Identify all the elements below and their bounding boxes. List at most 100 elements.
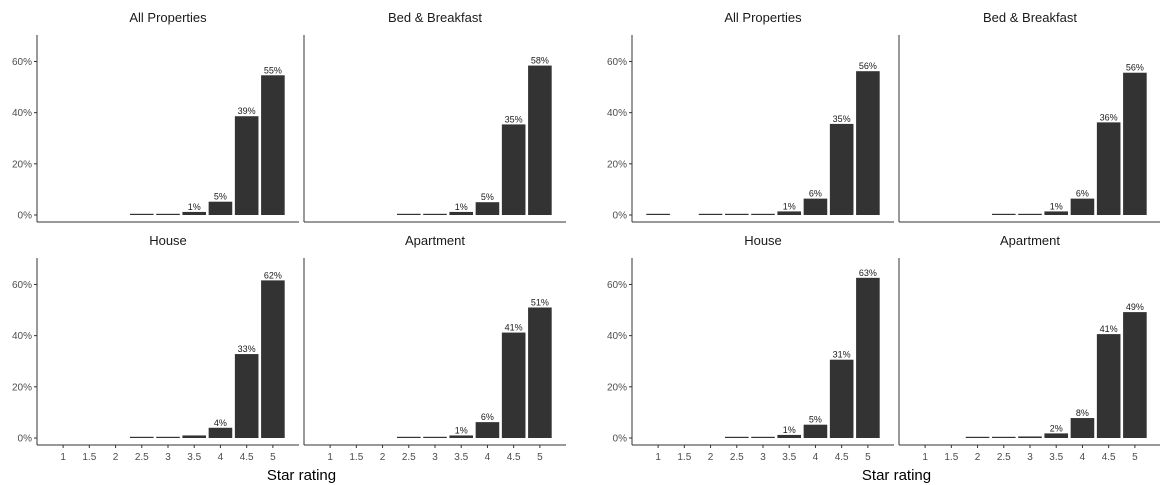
data-label: 51% <box>531 298 549 308</box>
y-tick-label: 20% <box>607 382 627 393</box>
data-label: 31% <box>833 350 851 360</box>
data-label: 41% <box>505 323 523 333</box>
bar-5 <box>528 65 552 216</box>
bar-4.5 <box>501 332 526 438</box>
y-tick-label: 60% <box>607 57 627 68</box>
x-tick-label: 4.5 <box>240 452 254 463</box>
bar-4 <box>208 201 233 215</box>
x-tick-label: 2 <box>975 452 981 463</box>
bar-3.5 <box>777 434 802 438</box>
y-tick-label: 20% <box>607 159 627 170</box>
data-label: 8% <box>1076 408 1089 418</box>
x-tick-label: 3 <box>760 452 766 463</box>
x-tick-label: 1 <box>655 452 661 463</box>
panel-apartment: Apartment 2% 8% 41% 49% 1 1.5 2 2.5 3 3.5 4 4.5 5 <box>898 233 1160 463</box>
bar-4 <box>1070 198 1095 215</box>
x-tick-label: 4 <box>218 452 224 463</box>
y-tick-label: 60% <box>12 280 32 291</box>
panel-title: Apartment <box>1000 233 1060 248</box>
bar-2.5 <box>991 213 1016 215</box>
panel-apartment: Apartment 1% 6% 41% 51% 1 1.5 2 2.5 3 3.5 4 4.5 5 <box>303 233 566 463</box>
y-tick-label: 0% <box>18 211 33 222</box>
data-label: 5% <box>214 192 227 202</box>
panel-house: House 0% 20% 40% 60% 1% 5% 31% 63% 1 1.5 2 2.5 3 3.5 4 4… <box>607 233 894 463</box>
x-tick-label: 2.5 <box>997 452 1011 463</box>
x-tick-label: 4 <box>813 452 819 463</box>
bar-3.5 <box>1044 433 1069 438</box>
data-label: 2% <box>1050 423 1063 433</box>
x-tick-label: 5 <box>537 452 543 463</box>
x-tick-label: 3 <box>1027 452 1033 463</box>
bar-4.5 <box>1096 334 1121 438</box>
panel-title: Apartment <box>405 233 465 248</box>
data-label: 41% <box>1100 324 1118 334</box>
x-tick-label: 1.5 <box>349 452 363 463</box>
data-label: 56% <box>1126 63 1144 73</box>
x-tick-label: 3.5 <box>782 452 796 463</box>
data-label: 58% <box>531 56 549 66</box>
panel-all-properties: All Properties 0% 20% 40% 60% 1% 6% 35% 56% <box>607 10 894 223</box>
panel-title: All Properties <box>724 10 802 25</box>
data-label: 35% <box>505 114 523 124</box>
bar-2.5 <box>724 213 749 215</box>
data-label: 1% <box>455 425 468 435</box>
x-tick-label: 5 <box>270 452 276 463</box>
bar-2.5 <box>396 213 421 215</box>
data-label: 49% <box>1126 302 1144 312</box>
y-tick-label: 0% <box>613 211 628 222</box>
data-label: 1% <box>188 202 201 212</box>
x-tick-label: 2 <box>113 452 119 463</box>
y-tick-label: 40% <box>607 108 627 119</box>
x-tick-label: 5 <box>865 452 871 463</box>
bar-4 <box>803 424 828 438</box>
x-tick-label: 3 <box>432 452 438 463</box>
bar-3.5 <box>449 435 474 438</box>
panel-title: House <box>149 233 187 248</box>
bar-3 <box>1018 436 1042 438</box>
x-tick-label: 4.5 <box>835 452 849 463</box>
y-tick-label: 20% <box>12 159 32 170</box>
bar-5 <box>261 280 285 438</box>
panel-bed-breakfast: Bed & Breakfast 1% 6% 36% 56% <box>898 10 1160 223</box>
y-tick-label: 60% <box>607 280 627 291</box>
x-tick-label: 3.5 <box>1049 452 1063 463</box>
x-tick-label: 1.5 <box>944 452 958 463</box>
data-label: 55% <box>264 65 282 75</box>
y-tick-label: 40% <box>607 331 627 342</box>
bar-2.5 <box>991 436 1016 438</box>
bar-2.5 <box>129 436 154 438</box>
data-label: 6% <box>481 412 494 422</box>
x-axis-title: Star rating <box>267 467 336 484</box>
bar-2.5 <box>129 213 154 215</box>
y-tick-label: 0% <box>18 434 33 445</box>
data-label: 1% <box>783 425 796 435</box>
panel-title: House <box>744 233 782 248</box>
data-label: 39% <box>238 106 256 116</box>
x-tick-label: 1 <box>60 452 66 463</box>
bar-2 <box>698 213 723 215</box>
y-tick-label: 60% <box>12 57 32 68</box>
data-label: 36% <box>1100 112 1118 122</box>
x-axis-title: Star rating <box>862 467 931 484</box>
bar-3.5 <box>182 211 207 215</box>
x-tick-label: 2.5 <box>135 452 149 463</box>
bar-4.5 <box>501 124 526 215</box>
panel-title: Bed & Breakfast <box>983 10 1077 25</box>
bar-3 <box>156 213 180 215</box>
bar-5 <box>1123 312 1147 438</box>
x-tick-label: 1.5 <box>677 452 691 463</box>
bar-3 <box>156 436 180 438</box>
bar-4 <box>1070 418 1095 438</box>
bar-3 <box>423 213 447 215</box>
data-label: 35% <box>833 114 851 124</box>
bar-3 <box>751 436 775 438</box>
x-tick-label: 4 <box>485 452 491 463</box>
panel-bed-breakfast: Bed & Breakfast 1% 5% 35% 58% <box>303 10 566 223</box>
bar-1 <box>646 213 670 215</box>
x-tick-label: 2 <box>708 452 714 463</box>
bar-5 <box>261 75 285 215</box>
data-label: 1% <box>783 201 796 211</box>
y-tick-label: 0% <box>613 434 628 445</box>
bar-3 <box>1018 213 1042 215</box>
